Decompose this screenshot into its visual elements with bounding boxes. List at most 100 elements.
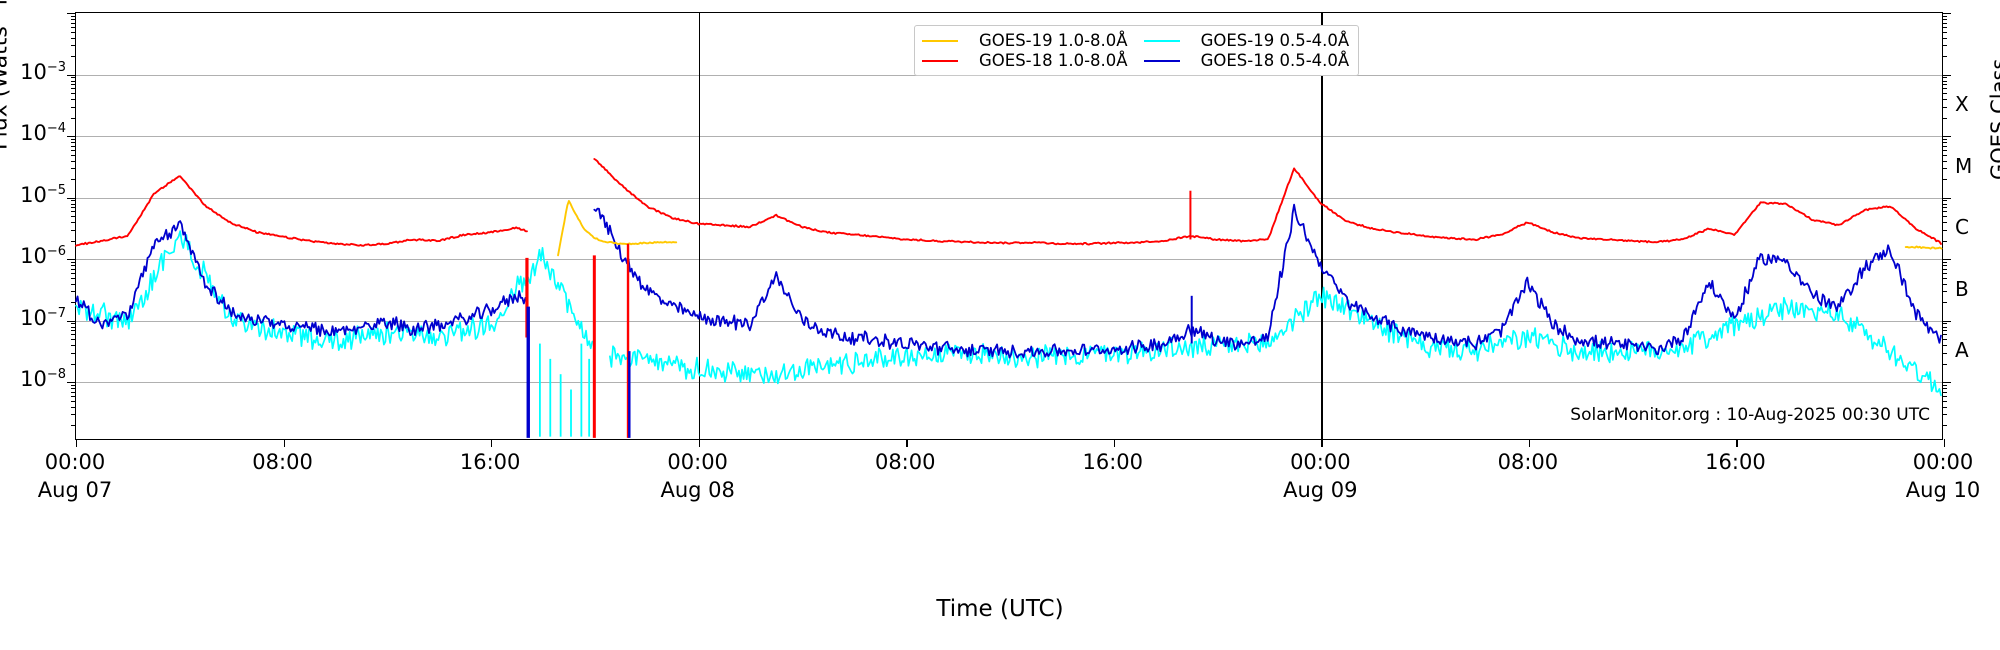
tick-mark [1942,391,1947,393]
tick-mark [71,240,76,242]
tick-mark [71,326,76,328]
tick-mark [71,425,76,427]
tick-mark [71,45,76,47]
tick-mark [1942,136,1951,138]
legend: GOES-19 1.0-8.0Å GOES-19 0.5-4.0Å GOES-1… [914,25,1360,76]
x-tick-time-label: 08:00 [1497,450,1559,474]
tick-mark [283,439,285,447]
tick-mark [1942,26,1947,28]
tick-mark [1942,84,1947,86]
tick-mark [1942,80,1947,82]
tick-mark [71,117,76,119]
tick-mark [1942,15,1947,17]
tick-mark [1942,207,1947,209]
x-tick-time-label: 16:00 [459,450,521,474]
y-tick-label: 10−8 [20,367,66,391]
tick-mark [71,400,76,402]
legend-label-g19-long: GOES-19 1.0-8.0Å [979,31,1128,50]
tick-mark [1942,37,1947,39]
tick-mark [1942,88,1947,90]
tick-mark [1942,154,1947,156]
tick-mark [71,222,76,224]
x-tick-time-label: 08:00 [252,450,313,474]
tick-mark [1942,291,1947,293]
tick-mark [67,259,76,261]
tick-mark [1942,339,1947,341]
tick-mark [1942,19,1947,21]
tick-mark [1942,106,1947,108]
tick-mark [71,88,76,90]
gridline-decade [76,259,1942,260]
x-tick-time-label: 00:00 [44,450,106,474]
goes-class-label: B [1955,276,1969,301]
gridline-decade [76,197,1942,199]
tick-mark [71,168,76,170]
tick-mark [1942,414,1947,416]
tick-mark [1942,400,1947,402]
goes-class-label: A [1955,338,1969,363]
y-tick-label: 10−5 [20,182,66,207]
tick-mark [71,352,76,354]
tick-mark [1942,425,1947,427]
tick-mark [71,77,76,79]
series-line-g18_long [75,175,528,247]
gridline-decade [76,136,1942,137]
legend-label-g18-short: GOES-18 0.5-4.0Å [1200,51,1350,70]
tick-mark [1942,200,1947,202]
tick-mark [71,265,76,267]
tick-mark [1942,259,1951,261]
tick-mark [1942,203,1947,205]
tick-mark [67,136,76,138]
tick-mark [1528,439,1531,447]
tick-mark [71,384,76,387]
tick-mark [71,216,76,218]
tick-mark [1942,160,1947,162]
tick-mark [906,439,908,447]
tick-mark [71,15,76,17]
tick-mark [71,160,76,162]
series-line-g19_long [1904,245,1943,250]
tick-mark [71,414,76,416]
tick-mark [1942,56,1947,58]
tick-mark [71,26,76,28]
tick-mark [1942,216,1947,218]
tick-mark [1942,145,1947,147]
tick-mark [1321,439,1323,447]
tick-mark [71,323,76,325]
x-tick-time-label: 16:00 [1082,450,1144,474]
tick-mark [71,84,76,86]
x-tick-time-label: 08:00 [874,450,936,474]
tick-mark [1736,439,1738,447]
tick-mark [1942,277,1947,279]
tick-mark [71,179,76,181]
tick-mark [71,277,76,279]
tick-mark [71,339,76,341]
tick-mark [1942,99,1947,101]
tick-mark [71,229,76,231]
tick-mark [71,268,76,270]
day-separator [1321,13,1323,439]
tick-mark [71,93,76,95]
series-line-g18_short [75,220,528,337]
tick-mark [1942,138,1947,140]
tick-mark [491,439,493,447]
tick-mark [1944,439,1946,447]
tick-mark [67,320,76,322]
tick-mark [1942,272,1947,274]
x-tick-time-label: 00:00 [667,450,728,474]
tick-mark [76,439,78,447]
x-tick-time-label: 00:00 [1912,450,1974,474]
x-tick-time-label: 16:00 [1705,450,1766,474]
tick-mark [71,80,76,82]
tick-mark [71,345,76,347]
tick-mark [1942,265,1947,267]
y-tick-label: 10−4 [20,121,66,145]
x-tick-date-label: Aug 09 [1283,478,1358,502]
y-tick-label: 10−3 [20,59,66,84]
tick-mark [71,363,76,365]
tick-mark [1942,406,1947,408]
legend-swatch-g19-long [922,39,958,42]
goes-class-label: X [1955,92,1969,117]
series-line-g18_long [593,158,1942,246]
